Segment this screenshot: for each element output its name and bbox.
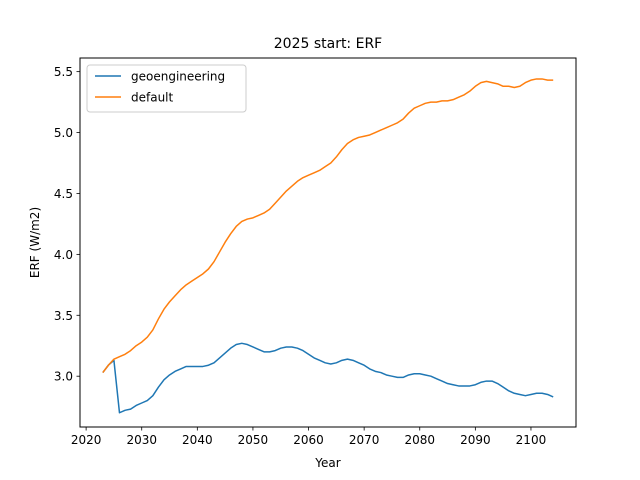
y-tick-label: 3.0	[54, 370, 73, 384]
y-tick-label: 3.5	[54, 309, 73, 323]
x-axis-label: Year	[314, 456, 340, 470]
x-tick-label: 2060	[293, 433, 324, 447]
y-tick-label: 5.5	[54, 65, 73, 79]
legend: geoengineering default	[86, 64, 247, 113]
y-tick-label: 5.0	[54, 126, 73, 140]
plot-lines	[102, 78, 554, 414]
legend-box	[86, 64, 247, 113]
plot-area-frame	[79, 57, 577, 428]
x-tick-label: 2030	[126, 433, 157, 447]
chart-title: 2025 start: ERF	[274, 36, 382, 52]
y-axis-label: ERF (W/m2)	[28, 207, 42, 278]
series-line-geoengineering	[102, 342, 554, 414]
x-tick-label: 2100	[516, 433, 547, 447]
x-axis-ticks: 2020 2030 2040 2050 2060 2070 2080 2090 2100	[71, 427, 546, 447]
y-tick-label: 4.5	[54, 187, 73, 201]
legend-label-default: default	[131, 91, 174, 105]
y-axis-ticks: 3.0 3.5 4.0 4.5 5.0 5.5	[54, 65, 80, 384]
series-line-default	[102, 78, 554, 374]
y-tick-label: 4.0	[54, 248, 73, 262]
x-tick-label: 2040	[182, 433, 213, 447]
x-tick-label: 2050	[238, 433, 269, 447]
x-tick-label: 2080	[404, 433, 435, 447]
x-tick-label: 2090	[460, 433, 491, 447]
legend-label-geoengineering: geoengineering	[131, 70, 225, 84]
x-tick-label: 2020	[71, 433, 102, 447]
x-tick-label: 2070	[349, 433, 380, 447]
